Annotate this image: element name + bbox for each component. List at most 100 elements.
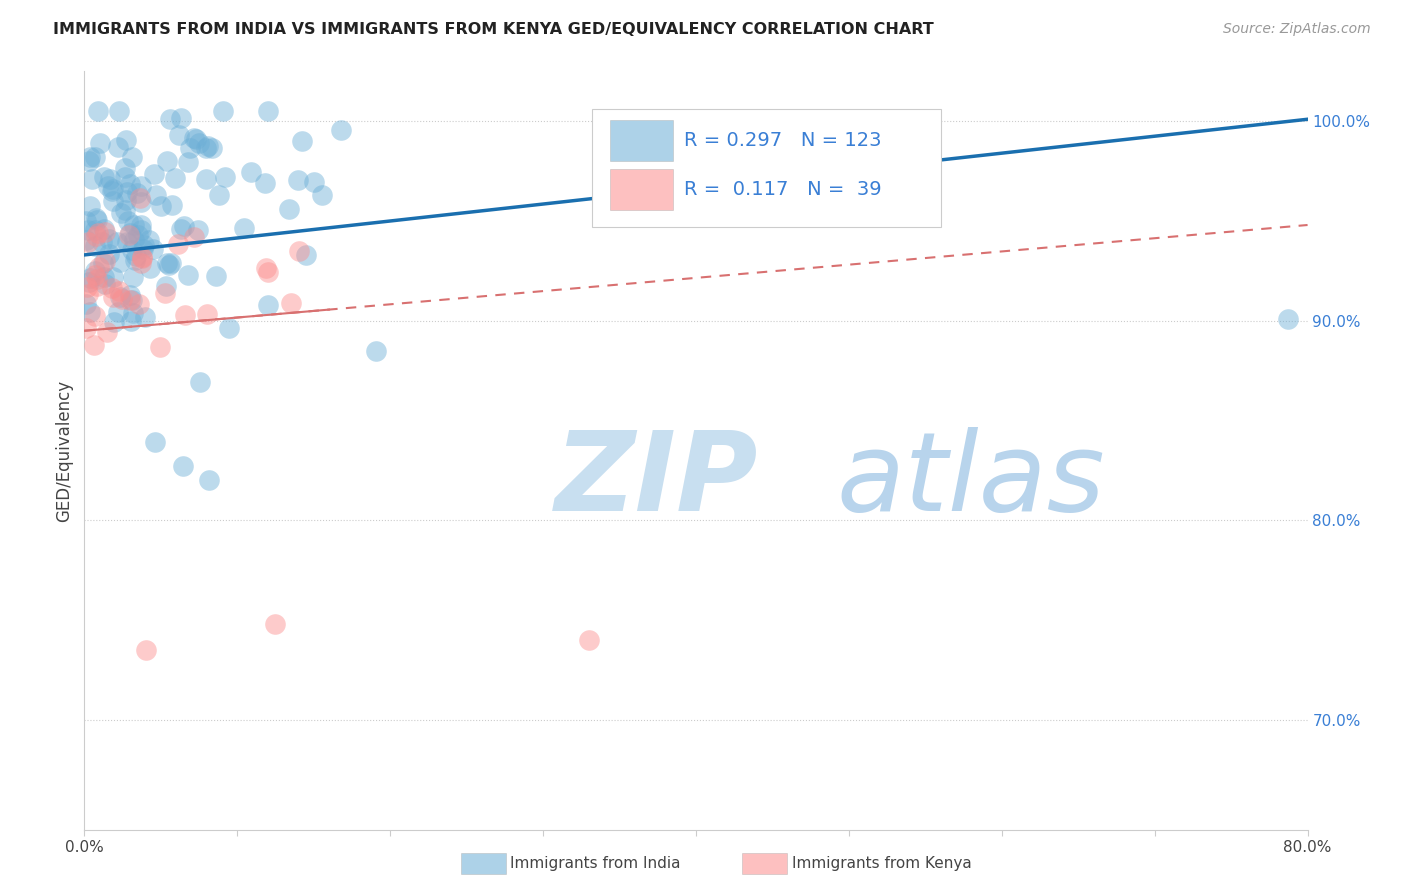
Point bbox=[155, 279, 177, 293]
Point bbox=[172, 459, 194, 474]
Point bbox=[93, 169, 115, 184]
Point bbox=[121, 269, 143, 284]
Point bbox=[179, 141, 201, 155]
Point bbox=[129, 195, 152, 210]
Point bbox=[93, 269, 115, 284]
Y-axis label: GED/Equivalency: GED/Equivalency bbox=[55, 379, 73, 522]
Point bbox=[183, 230, 205, 244]
Point bbox=[122, 218, 145, 232]
Point bbox=[188, 136, 211, 150]
Point bbox=[214, 170, 236, 185]
Point bbox=[150, 199, 173, 213]
Point bbox=[115, 185, 138, 199]
Point bbox=[129, 218, 152, 232]
Point bbox=[79, 199, 101, 213]
Point bbox=[105, 235, 128, 250]
Point bbox=[143, 167, 166, 181]
Point bbox=[117, 214, 139, 228]
Point bbox=[122, 306, 145, 320]
Point bbox=[278, 202, 301, 217]
Point bbox=[103, 315, 125, 329]
Text: Source: ZipAtlas.com: Source: ZipAtlas.com bbox=[1223, 22, 1371, 37]
Point bbox=[201, 141, 224, 155]
Point bbox=[156, 256, 179, 270]
Point bbox=[157, 258, 180, 272]
Point bbox=[165, 170, 187, 185]
Point bbox=[120, 287, 142, 301]
Point bbox=[256, 104, 278, 119]
Point bbox=[188, 375, 211, 389]
Point bbox=[131, 251, 153, 265]
Point bbox=[131, 250, 153, 264]
Point bbox=[155, 154, 177, 169]
Point bbox=[187, 222, 209, 236]
Point bbox=[145, 187, 167, 202]
Point bbox=[87, 260, 110, 275]
Point bbox=[212, 104, 235, 119]
Point bbox=[75, 214, 97, 228]
Point bbox=[159, 112, 181, 127]
Point bbox=[1277, 311, 1299, 326]
Point bbox=[115, 235, 138, 249]
Point bbox=[87, 227, 110, 241]
Point bbox=[170, 112, 193, 126]
Point bbox=[138, 233, 160, 247]
Point bbox=[311, 188, 333, 202]
Point bbox=[254, 261, 277, 276]
Text: ZIP: ZIP bbox=[555, 427, 759, 534]
Point bbox=[264, 617, 287, 632]
Point bbox=[170, 222, 193, 236]
Text: R =  0.117   N =  39: R = 0.117 N = 39 bbox=[683, 180, 882, 199]
Point bbox=[75, 233, 97, 247]
Point bbox=[195, 171, 218, 186]
FancyBboxPatch shape bbox=[610, 169, 672, 211]
Point bbox=[75, 321, 97, 335]
Point bbox=[83, 268, 105, 282]
Point bbox=[132, 242, 155, 256]
Point bbox=[84, 211, 107, 225]
Point bbox=[129, 190, 152, 204]
Point bbox=[139, 261, 162, 276]
Point bbox=[79, 150, 101, 164]
Point bbox=[76, 280, 98, 294]
Point bbox=[84, 264, 107, 278]
Point bbox=[195, 141, 218, 155]
Point bbox=[107, 139, 129, 153]
Point bbox=[118, 293, 141, 308]
Point bbox=[121, 244, 143, 258]
Point bbox=[114, 203, 136, 218]
Point bbox=[86, 272, 108, 286]
Point bbox=[329, 123, 352, 137]
Point bbox=[287, 173, 309, 187]
Point bbox=[121, 150, 143, 164]
Point bbox=[121, 293, 143, 307]
Point bbox=[115, 132, 138, 146]
Text: IMMIGRANTS FROM INDIA VS IMMIGRANTS FROM KENYA GED/EQUIVALENCY CORRELATION CHART: IMMIGRANTS FROM INDIA VS IMMIGRANTS FROM… bbox=[53, 22, 934, 37]
Point bbox=[167, 236, 190, 251]
Point bbox=[128, 297, 150, 311]
Point bbox=[143, 435, 166, 450]
Point bbox=[93, 222, 115, 236]
Point bbox=[98, 232, 121, 246]
Point bbox=[98, 246, 121, 260]
Point bbox=[101, 290, 124, 304]
Point bbox=[167, 128, 190, 142]
Point bbox=[108, 254, 131, 268]
Point bbox=[118, 177, 141, 191]
Point bbox=[134, 310, 156, 324]
Point bbox=[110, 292, 132, 306]
Point bbox=[77, 153, 100, 168]
Point bbox=[287, 244, 309, 258]
Point bbox=[86, 212, 108, 227]
Point bbox=[120, 314, 142, 328]
Point bbox=[127, 228, 149, 243]
Point bbox=[254, 176, 277, 190]
Point bbox=[218, 321, 240, 335]
Point bbox=[108, 104, 131, 119]
Point bbox=[79, 305, 101, 319]
Point bbox=[80, 172, 103, 186]
Point bbox=[114, 170, 136, 185]
Point bbox=[84, 239, 107, 253]
Point bbox=[122, 233, 145, 247]
Point bbox=[87, 104, 110, 119]
